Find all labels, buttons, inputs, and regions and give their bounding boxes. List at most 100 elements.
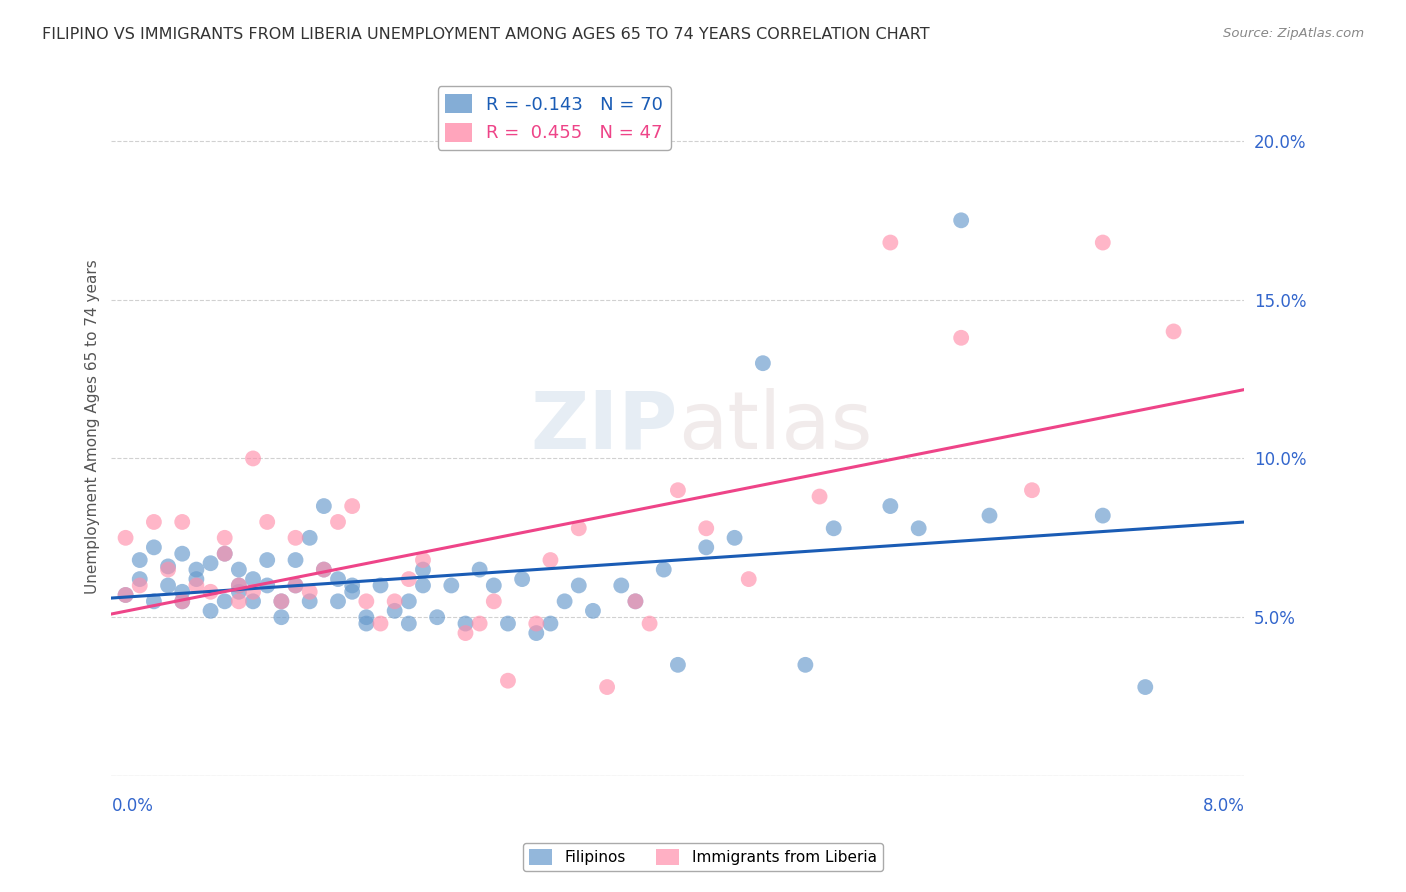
Point <box>200 604 222 618</box>
Point <box>412 553 434 567</box>
Point <box>1091 235 1114 250</box>
Point <box>384 594 406 608</box>
Point <box>142 515 165 529</box>
Point <box>723 531 745 545</box>
Point <box>172 594 194 608</box>
Point <box>398 616 420 631</box>
Point <box>128 572 150 586</box>
Point <box>738 572 761 586</box>
Point <box>228 594 250 608</box>
Point <box>412 563 434 577</box>
Point <box>242 594 264 608</box>
Point <box>114 588 136 602</box>
Point <box>186 572 208 586</box>
Text: atlas: atlas <box>678 388 872 466</box>
Point <box>284 531 307 545</box>
Point <box>398 594 420 608</box>
Point <box>326 515 349 529</box>
Point <box>356 616 378 631</box>
Point <box>482 594 505 608</box>
Point <box>496 673 519 688</box>
Point <box>214 547 236 561</box>
Point <box>695 521 717 535</box>
Point <box>228 578 250 592</box>
Point <box>596 680 619 694</box>
Point <box>157 578 180 592</box>
Point <box>200 556 222 570</box>
Point <box>370 616 392 631</box>
Point <box>228 578 250 592</box>
Point <box>510 572 533 586</box>
Text: 8.0%: 8.0% <box>1202 797 1244 815</box>
Point <box>312 499 335 513</box>
Point <box>242 451 264 466</box>
Point <box>1021 483 1043 498</box>
Point <box>454 626 477 640</box>
Point <box>808 490 831 504</box>
Point <box>1135 680 1157 694</box>
Point <box>666 483 689 498</box>
Point <box>524 626 547 640</box>
Point <box>186 578 208 592</box>
Point <box>128 553 150 567</box>
Text: FILIPINO VS IMMIGRANTS FROM LIBERIA UNEMPLOYMENT AMONG AGES 65 TO 74 YEARS CORRE: FILIPINO VS IMMIGRANTS FROM LIBERIA UNEM… <box>42 27 929 42</box>
Point <box>142 594 165 608</box>
Point <box>228 584 250 599</box>
Point <box>356 594 378 608</box>
Point <box>1163 325 1185 339</box>
Point <box>582 604 605 618</box>
Point <box>610 578 633 592</box>
Point <box>256 515 278 529</box>
Point <box>340 584 363 599</box>
Point <box>370 578 392 592</box>
Point <box>270 610 292 624</box>
Point <box>794 657 817 672</box>
Point <box>200 584 222 599</box>
Point <box>454 616 477 631</box>
Point <box>356 610 378 624</box>
Point <box>652 563 675 577</box>
Point <box>326 572 349 586</box>
Point <box>298 584 321 599</box>
Point <box>638 616 661 631</box>
Point <box>554 594 576 608</box>
Point <box>142 541 165 555</box>
Point <box>879 235 901 250</box>
Text: Source: ZipAtlas.com: Source: ZipAtlas.com <box>1223 27 1364 40</box>
Point <box>186 563 208 577</box>
Point <box>172 547 194 561</box>
Legend: Filipinos, Immigrants from Liberia: Filipinos, Immigrants from Liberia <box>523 843 883 871</box>
Point <box>440 578 463 592</box>
Point <box>823 521 845 535</box>
Point <box>752 356 775 370</box>
Point <box>157 559 180 574</box>
Y-axis label: Unemployment Among Ages 65 to 74 years: Unemployment Among Ages 65 to 74 years <box>86 260 100 594</box>
Point <box>1091 508 1114 523</box>
Point <box>128 578 150 592</box>
Point <box>979 508 1001 523</box>
Point <box>624 594 647 608</box>
Point <box>256 553 278 567</box>
Point <box>540 616 562 631</box>
Point <box>242 584 264 599</box>
Point <box>540 553 562 567</box>
Point <box>214 547 236 561</box>
Point <box>114 531 136 545</box>
Point <box>157 563 180 577</box>
Point <box>256 578 278 592</box>
Point <box>950 331 973 345</box>
Point <box>695 541 717 555</box>
Point <box>214 531 236 545</box>
Point <box>412 578 434 592</box>
Point <box>468 616 491 631</box>
Point <box>214 594 236 608</box>
Text: 0.0%: 0.0% <box>111 797 153 815</box>
Point <box>284 578 307 592</box>
Point <box>172 594 194 608</box>
Point <box>907 521 929 535</box>
Point <box>398 572 420 586</box>
Point <box>624 594 647 608</box>
Point <box>284 553 307 567</box>
Point <box>298 594 321 608</box>
Point <box>228 563 250 577</box>
